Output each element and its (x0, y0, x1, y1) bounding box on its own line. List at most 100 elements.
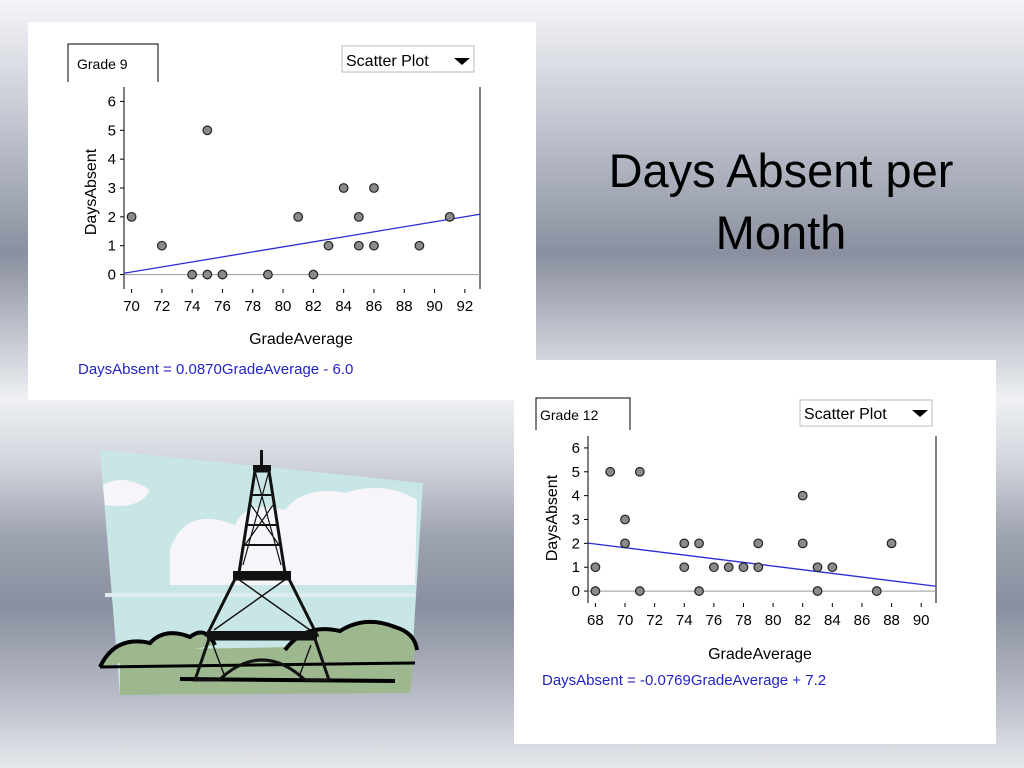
plot-area: 0 1 2 3 4 5 6 68 70 72 74 76 78 80 82 84 86 88 90 (572, 436, 937, 629)
y-axis-title: DaysAbsent (544, 474, 561, 561)
x-tick-label: 72 (646, 612, 663, 629)
data-point (369, 183, 379, 193)
x-tick-label: 74 (676, 612, 693, 629)
chart-tab-label[interactable]: Grade 9 (77, 56, 128, 72)
chart-tab-border (67, 43, 159, 82)
data-point (679, 562, 690, 573)
data-point (353, 211, 364, 222)
data-point (634, 466, 645, 477)
x-tick-label: 84 (824, 612, 841, 629)
data-point (620, 514, 630, 525)
x-tick-label: 90 (913, 612, 930, 629)
plot-type-dropdown[interactable]: Scatter Plot (341, 45, 475, 73)
plot-area: 0 1 2 3 4 5 6 70 72 74 76 78 80 82 84 86 88 90 92 (108, 87, 481, 315)
data-point (444, 211, 455, 222)
data-point (605, 466, 616, 477)
y-tick-label: 0 (108, 267, 116, 284)
y-tick-label: 2 (572, 535, 580, 552)
data-point (414, 240, 425, 251)
data-point (753, 562, 764, 573)
x-axis-title: GradeAverage (249, 331, 353, 348)
x-tick-label: 76 (706, 612, 723, 629)
data-point (797, 490, 808, 501)
trend-line (123, 213, 481, 274)
grade-12-chart-panel: Grade 12 Scatter Plot 0 1 2 3 4 5 6 68 70 72 74 76 7… (514, 360, 996, 744)
grade-12-scatter-chart: Grade 12 Scatter Plot 0 1 2 3 4 5 6 68 70 72 74 76 7… (535, 397, 937, 689)
y-tick-label: 4 (572, 488, 580, 505)
x-tick-label: 70 (123, 298, 140, 315)
x-tick-label: 78 (735, 612, 752, 629)
x-tick-label: 86 (366, 298, 383, 315)
data-point (202, 125, 213, 136)
y-axis-title: DaysAbsent (83, 148, 100, 235)
y-tick-label: 1 (572, 559, 580, 576)
chevron-down-icon[interactable] (912, 410, 928, 417)
data-point (217, 269, 228, 280)
data-point (369, 240, 379, 251)
data-point (812, 562, 823, 573)
x-tick-label: 88 (396, 298, 413, 315)
data-point (723, 562, 734, 573)
x-tick-label: 76 (214, 298, 231, 315)
data-point (827, 562, 838, 573)
data-point (634, 586, 645, 596)
data-point (293, 211, 304, 222)
data-point (738, 562, 749, 573)
data-point (753, 538, 764, 549)
data-point (620, 538, 630, 549)
x-axis-title: GradeAverage (708, 646, 812, 663)
y-tick-label: 4 (108, 151, 116, 168)
data-point (708, 562, 719, 573)
data-point (202, 269, 213, 280)
data-point (886, 538, 897, 549)
data-point (694, 538, 704, 549)
grade-9-scatter-chart: Grade 9 Scatter Plot 0 1 2 3 4 5 6 70 72 74 76 78 80… (67, 43, 481, 378)
data-point (694, 586, 704, 596)
data-point (126, 211, 137, 222)
x-tick-label: 82 (305, 298, 322, 315)
chart-tab-label[interactable]: Grade 12 (540, 407, 599, 423)
regression-equation: DaysAbsent = 0.0870GradeAverage - 6.0 (78, 361, 353, 378)
grade-9-chart-panel: Grade 9 Scatter Plot 0 1 2 3 4 5 6 70 72 74 76 78 80… (28, 22, 536, 400)
x-tick-label: 80 (765, 612, 782, 629)
data-point (338, 183, 349, 193)
x-tick-label: 74 (184, 298, 201, 315)
regression-equation: DaysAbsent = -0.0769GradeAverage + 7.2 (542, 672, 826, 689)
x-tick-label: 86 (854, 612, 871, 629)
y-tick-label: 0 (572, 583, 580, 600)
plot-type-label[interactable]: Scatter Plot (346, 53, 429, 70)
y-tick-label: 3 (108, 180, 116, 197)
x-tick-label: 72 (154, 298, 171, 315)
x-tick-label: 82 (794, 612, 811, 629)
y-tick-label: 5 (572, 464, 580, 481)
x-tick-label: 90 (426, 298, 443, 315)
chart-tab-border (535, 397, 631, 430)
y-tick-label: 2 (108, 209, 116, 226)
x-tick-label: 68 (587, 612, 604, 629)
data-point (308, 269, 319, 280)
x-tick-label: 84 (335, 298, 352, 315)
plot-type-dropdown[interactable]: Scatter Plot (799, 399, 933, 427)
data-point (871, 586, 882, 596)
eiffel-tower-clipart (95, 445, 425, 705)
data-point (812, 586, 823, 596)
slide-title: Days Absent per Month (608, 144, 954, 259)
y-tick-label: 5 (108, 122, 116, 139)
x-tick-label: 92 (457, 298, 474, 315)
y-tick-label: 6 (572, 440, 580, 457)
data-point (323, 240, 334, 251)
x-tick-label: 88 (883, 612, 900, 629)
data-point (679, 538, 690, 549)
data-point (590, 586, 601, 596)
plot-type-label[interactable]: Scatter Plot (804, 406, 887, 423)
x-tick-label: 80 (275, 298, 292, 315)
data-point (156, 240, 167, 251)
y-tick-label: 3 (572, 512, 580, 529)
data-point (353, 240, 364, 251)
data-point (797, 538, 808, 549)
x-tick-label: 78 (244, 298, 261, 315)
x-tick-label: 70 (617, 612, 634, 629)
y-tick-label: 6 (108, 93, 116, 110)
chevron-down-icon[interactable] (454, 58, 470, 65)
y-tick-label: 1 (108, 238, 116, 255)
